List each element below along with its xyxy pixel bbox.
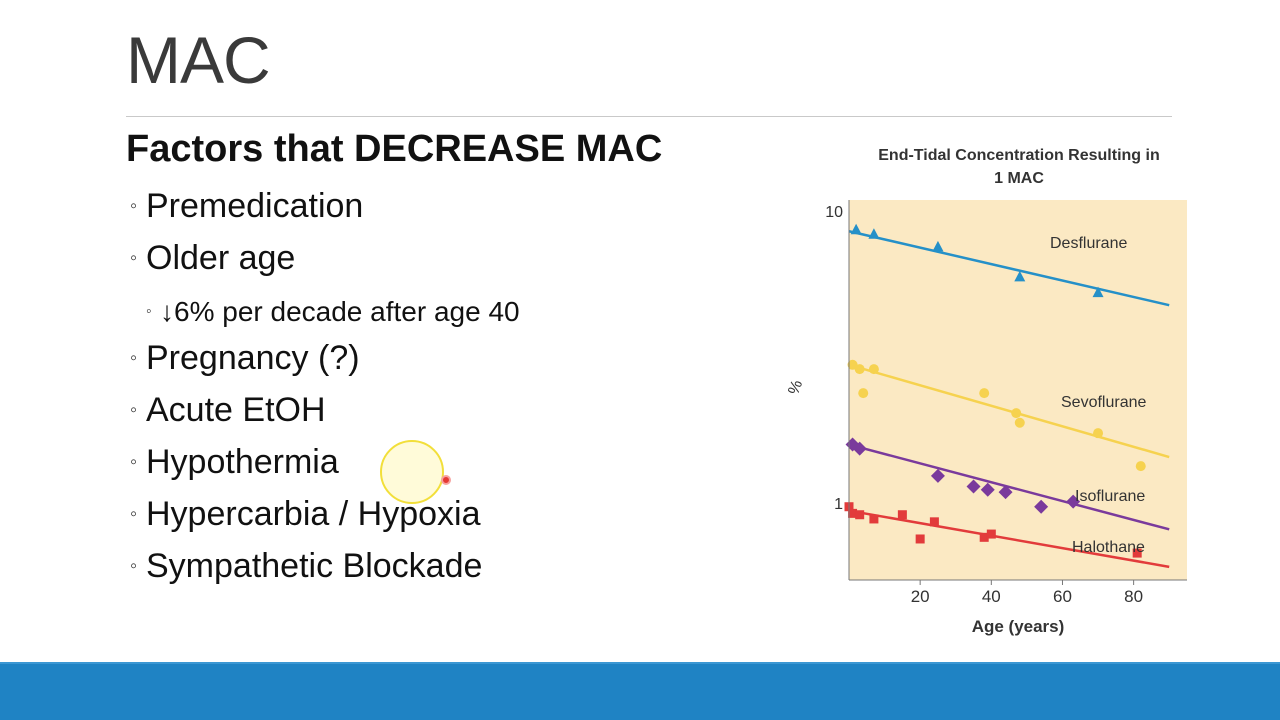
y-tick-label: 10: [825, 204, 843, 221]
x-axis-label: Age (years): [972, 617, 1065, 636]
bullet-item: ◦ Older age: [130, 234, 520, 286]
x-tick-label: 40: [982, 587, 1001, 606]
slide-title: MAC: [126, 23, 271, 97]
data-point-diamond: [930, 468, 945, 483]
mac-age-chart: End-Tidal Concentration Resulting in 1 M…: [785, 147, 1187, 636]
section-heading: Factors that DECREASE MAC: [126, 128, 663, 170]
series-fit-line: [848, 230, 1170, 307]
sub-bullet-item: ◦ ↓6% per decade after age 40: [130, 286, 520, 334]
data-point-circle: [868, 364, 879, 375]
bullet-item: ◦ Premedication: [130, 182, 520, 234]
data-point-square: [915, 534, 925, 544]
bullet-marker-icon: ◦: [130, 399, 138, 421]
series-fit-line: [848, 509, 1170, 569]
bullet-item: ◦ Pregnancy (?): [130, 334, 520, 386]
data-point-circle: [979, 388, 990, 399]
x-tick-label: 80: [1124, 587, 1143, 606]
data-point-square: [929, 517, 939, 527]
bullet-text: Older age: [146, 239, 296, 277]
footer-bar: [0, 664, 1280, 720]
bullet-marker-icon: ◦: [130, 503, 138, 525]
data-point-circle: [1011, 408, 1022, 419]
y-tick-label: 1: [834, 496, 843, 513]
data-point-square: [979, 532, 989, 542]
chart-title-line-1: End-Tidal Concentration Resulting in: [878, 147, 1159, 164]
data-point-circle: [1093, 428, 1104, 439]
bullet-text: Pregnancy (?): [146, 339, 360, 377]
data-point-circle: [854, 364, 865, 375]
bullet-list: ◦ Premedication ◦ Older age ◦ ↓6% per decad…: [130, 182, 520, 594]
data-point-triangle: [1014, 270, 1026, 282]
mouse-pointer-icon: [441, 475, 451, 485]
data-point-diamond: [980, 482, 995, 497]
data-point-diamond: [852, 441, 867, 456]
data-point-circle: [1135, 461, 1146, 472]
data-point-square: [1132, 548, 1142, 558]
bullet-text: Hypothermia: [146, 443, 339, 481]
x-tick-label: 20: [911, 587, 930, 606]
data-point-triangle: [868, 228, 880, 239]
title-divider: [126, 116, 1172, 117]
bullet-item: ◦ Acute EtOH: [130, 386, 520, 438]
data-point-square: [869, 514, 879, 524]
series-label: Halothane: [1072, 539, 1145, 556]
data-point-triangle: [1092, 286, 1104, 298]
bullet-marker-icon: ◦: [146, 303, 152, 320]
bullet-item: ◦ Sympathetic Blockade: [130, 542, 520, 594]
data-point-circle: [1014, 417, 1025, 428]
data-point-square: [986, 529, 996, 539]
bullet-item: ◦ Hypercarbia / Hypoxia: [130, 490, 520, 542]
data-point-diamond: [1066, 494, 1081, 509]
pointer-highlight: [380, 440, 444, 504]
plot-background: [849, 200, 1187, 580]
bullet-marker-icon: ◦: [130, 347, 138, 369]
footer-bar-edge: [0, 662, 1280, 665]
data-point-square: [848, 508, 858, 518]
bullet-marker-icon: ◦: [130, 451, 138, 473]
bullet-marker-icon: ◦: [130, 247, 138, 269]
bullet-text: Premedication: [146, 187, 364, 225]
data-point-triangle: [932, 240, 944, 252]
data-point-circle: [858, 388, 869, 399]
bullet-marker-icon: ◦: [130, 195, 138, 217]
bullet-text: Acute EtOH: [146, 391, 326, 429]
series-label: Desflurane: [1050, 235, 1127, 252]
y-axis-label: %: [785, 378, 806, 397]
data-point-diamond: [1034, 499, 1049, 514]
chart-title-line-2: 1 MAC: [994, 170, 1044, 187]
bullet-text: ↓6% per decade after age 40: [160, 296, 520, 327]
series-label: Sevoflurane: [1061, 394, 1146, 411]
series-label: Isoflurane: [1075, 488, 1145, 505]
bullet-marker-icon: ◦: [130, 555, 138, 577]
data-point-triangle: [850, 223, 862, 235]
data-point-square: [855, 510, 865, 520]
bullet-text: Sympathetic Blockade: [146, 547, 483, 585]
series-fit-line: [848, 363, 1170, 459]
data-point-diamond: [998, 485, 1013, 500]
series-fit-line: [848, 443, 1170, 531]
data-point-square: [897, 510, 907, 520]
bullet-text: Hypercarbia / Hypoxia: [146, 495, 481, 533]
bullet-item: ◦ Hypothermia: [130, 438, 520, 490]
x-tick-label: 60: [1053, 587, 1072, 606]
data-point-diamond: [966, 479, 981, 494]
